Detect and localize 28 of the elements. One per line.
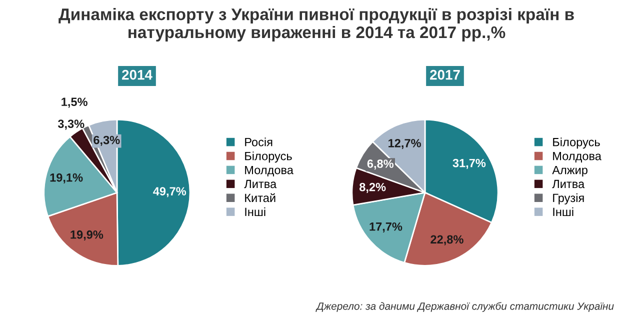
legend-label: Білорусь	[553, 138, 600, 149]
data-label: 1,5%	[62, 98, 88, 108]
legend-label: Алжир	[552, 166, 588, 177]
legend-label: Молдова	[553, 152, 602, 162]
data-label: 3,3%	[58, 120, 84, 130]
text: Динаміка експорту з України пивної продукції в розрізі країн в натуральному вираженні в 2014 та 2017 рр.,%	[58, 8, 574, 42]
legend-label: Білорусь	[245, 152, 292, 163]
data-label: 19,1%	[50, 173, 83, 184]
data-label: 8,2%	[360, 182, 386, 193]
legend-label: Росія	[245, 138, 272, 146]
data-label: 17,7%	[370, 222, 402, 233]
legend-label: Грузія	[553, 193, 584, 204]
legend-label: Молдова	[245, 166, 294, 176]
data-label: 49,7%	[153, 187, 186, 198]
data-label: 12,7%	[388, 138, 421, 150]
data-label: 22,8%	[430, 235, 464, 246]
chart-title: 2014	[122, 70, 152, 80]
legend-label: Литва	[244, 180, 277, 188]
data-label: 6,3%	[94, 136, 120, 146]
legend-label: Китай	[245, 193, 276, 202]
chart-title: 2017	[430, 70, 460, 80]
data-label: 6,8%	[367, 160, 394, 170]
text: Джерело: за даними Державної служби статистики України	[316, 302, 614, 312]
legend-label: Інші	[553, 207, 574, 216]
legend-label: Інші	[245, 207, 266, 216]
data-label: 19,9%	[70, 230, 104, 241]
data-label: 31,7%	[452, 158, 486, 169]
legend-label: Литва	[552, 180, 585, 188]
